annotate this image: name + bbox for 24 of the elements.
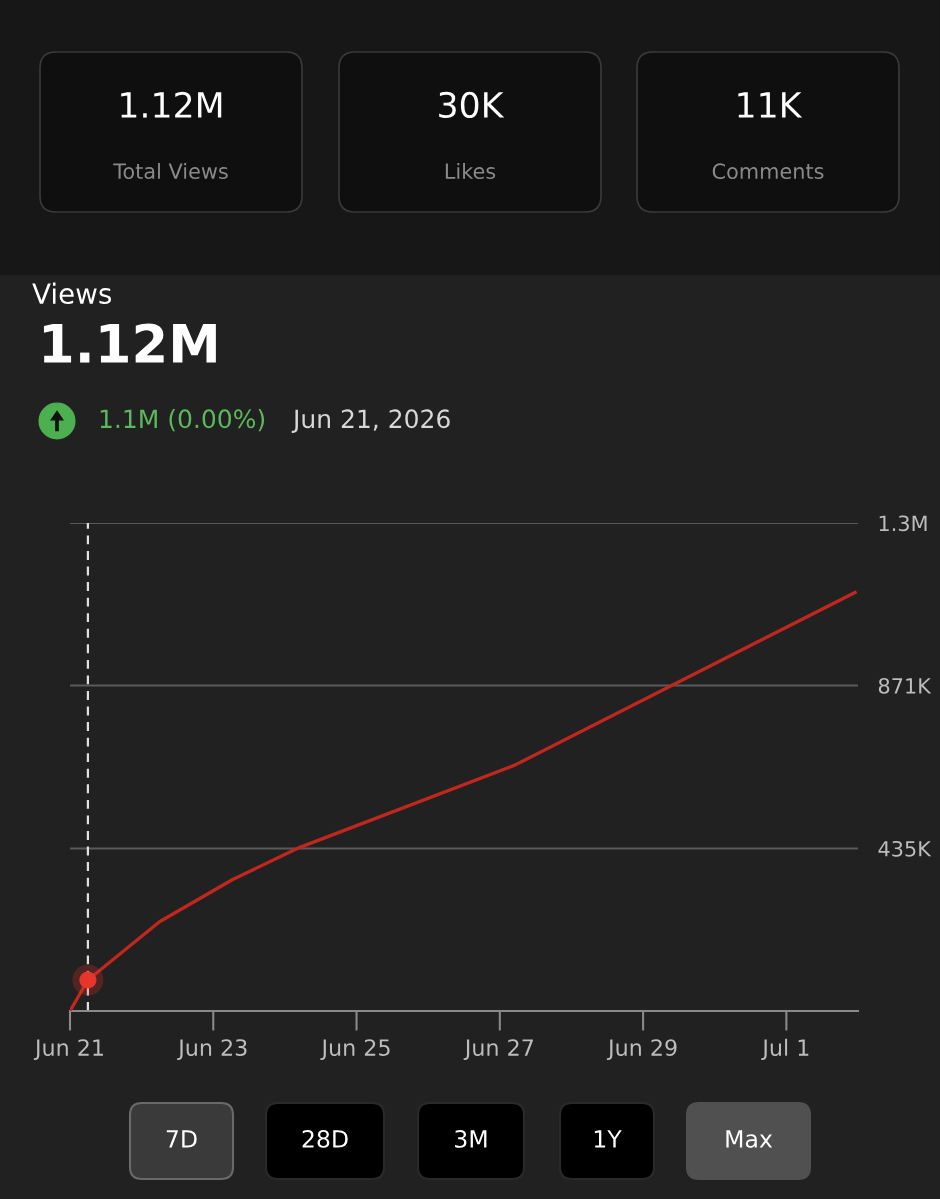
text: 1.12M xyxy=(121,91,222,118)
y-tick-label: 435K xyxy=(878,840,932,857)
text: 1.1M (0.00%) xyxy=(100,408,265,432)
text: Comments xyxy=(712,163,824,180)
text: Total Views xyxy=(113,162,228,180)
text: 3M xyxy=(455,1129,487,1148)
text: 7D xyxy=(166,1130,197,1148)
text: Max xyxy=(726,1130,773,1148)
text: 11K xyxy=(738,92,803,118)
x-tick-label: Jun 25 xyxy=(320,1039,390,1061)
text: Jun 21, 2026 xyxy=(291,409,450,433)
text: Likes xyxy=(445,162,496,180)
text: 1Y xyxy=(594,1130,622,1148)
x-tick-label: Jun 23 xyxy=(177,1039,247,1061)
chart-title: Views xyxy=(32,282,112,305)
x-tick-label: Jun 21 xyxy=(33,1039,103,1061)
x-tick-label: Jun 29 xyxy=(606,1039,677,1061)
x-tick-label: Jun 27 xyxy=(463,1039,533,1061)
x-tick-label: Jul 1 xyxy=(761,1038,809,1061)
text: 30K xyxy=(439,91,505,119)
chart-subtitle: 1.12M xyxy=(43,323,216,363)
text: 28D xyxy=(302,1129,348,1148)
y-tick-label: 1.3M xyxy=(879,515,927,532)
y-tick-label: 871K xyxy=(878,677,932,694)
